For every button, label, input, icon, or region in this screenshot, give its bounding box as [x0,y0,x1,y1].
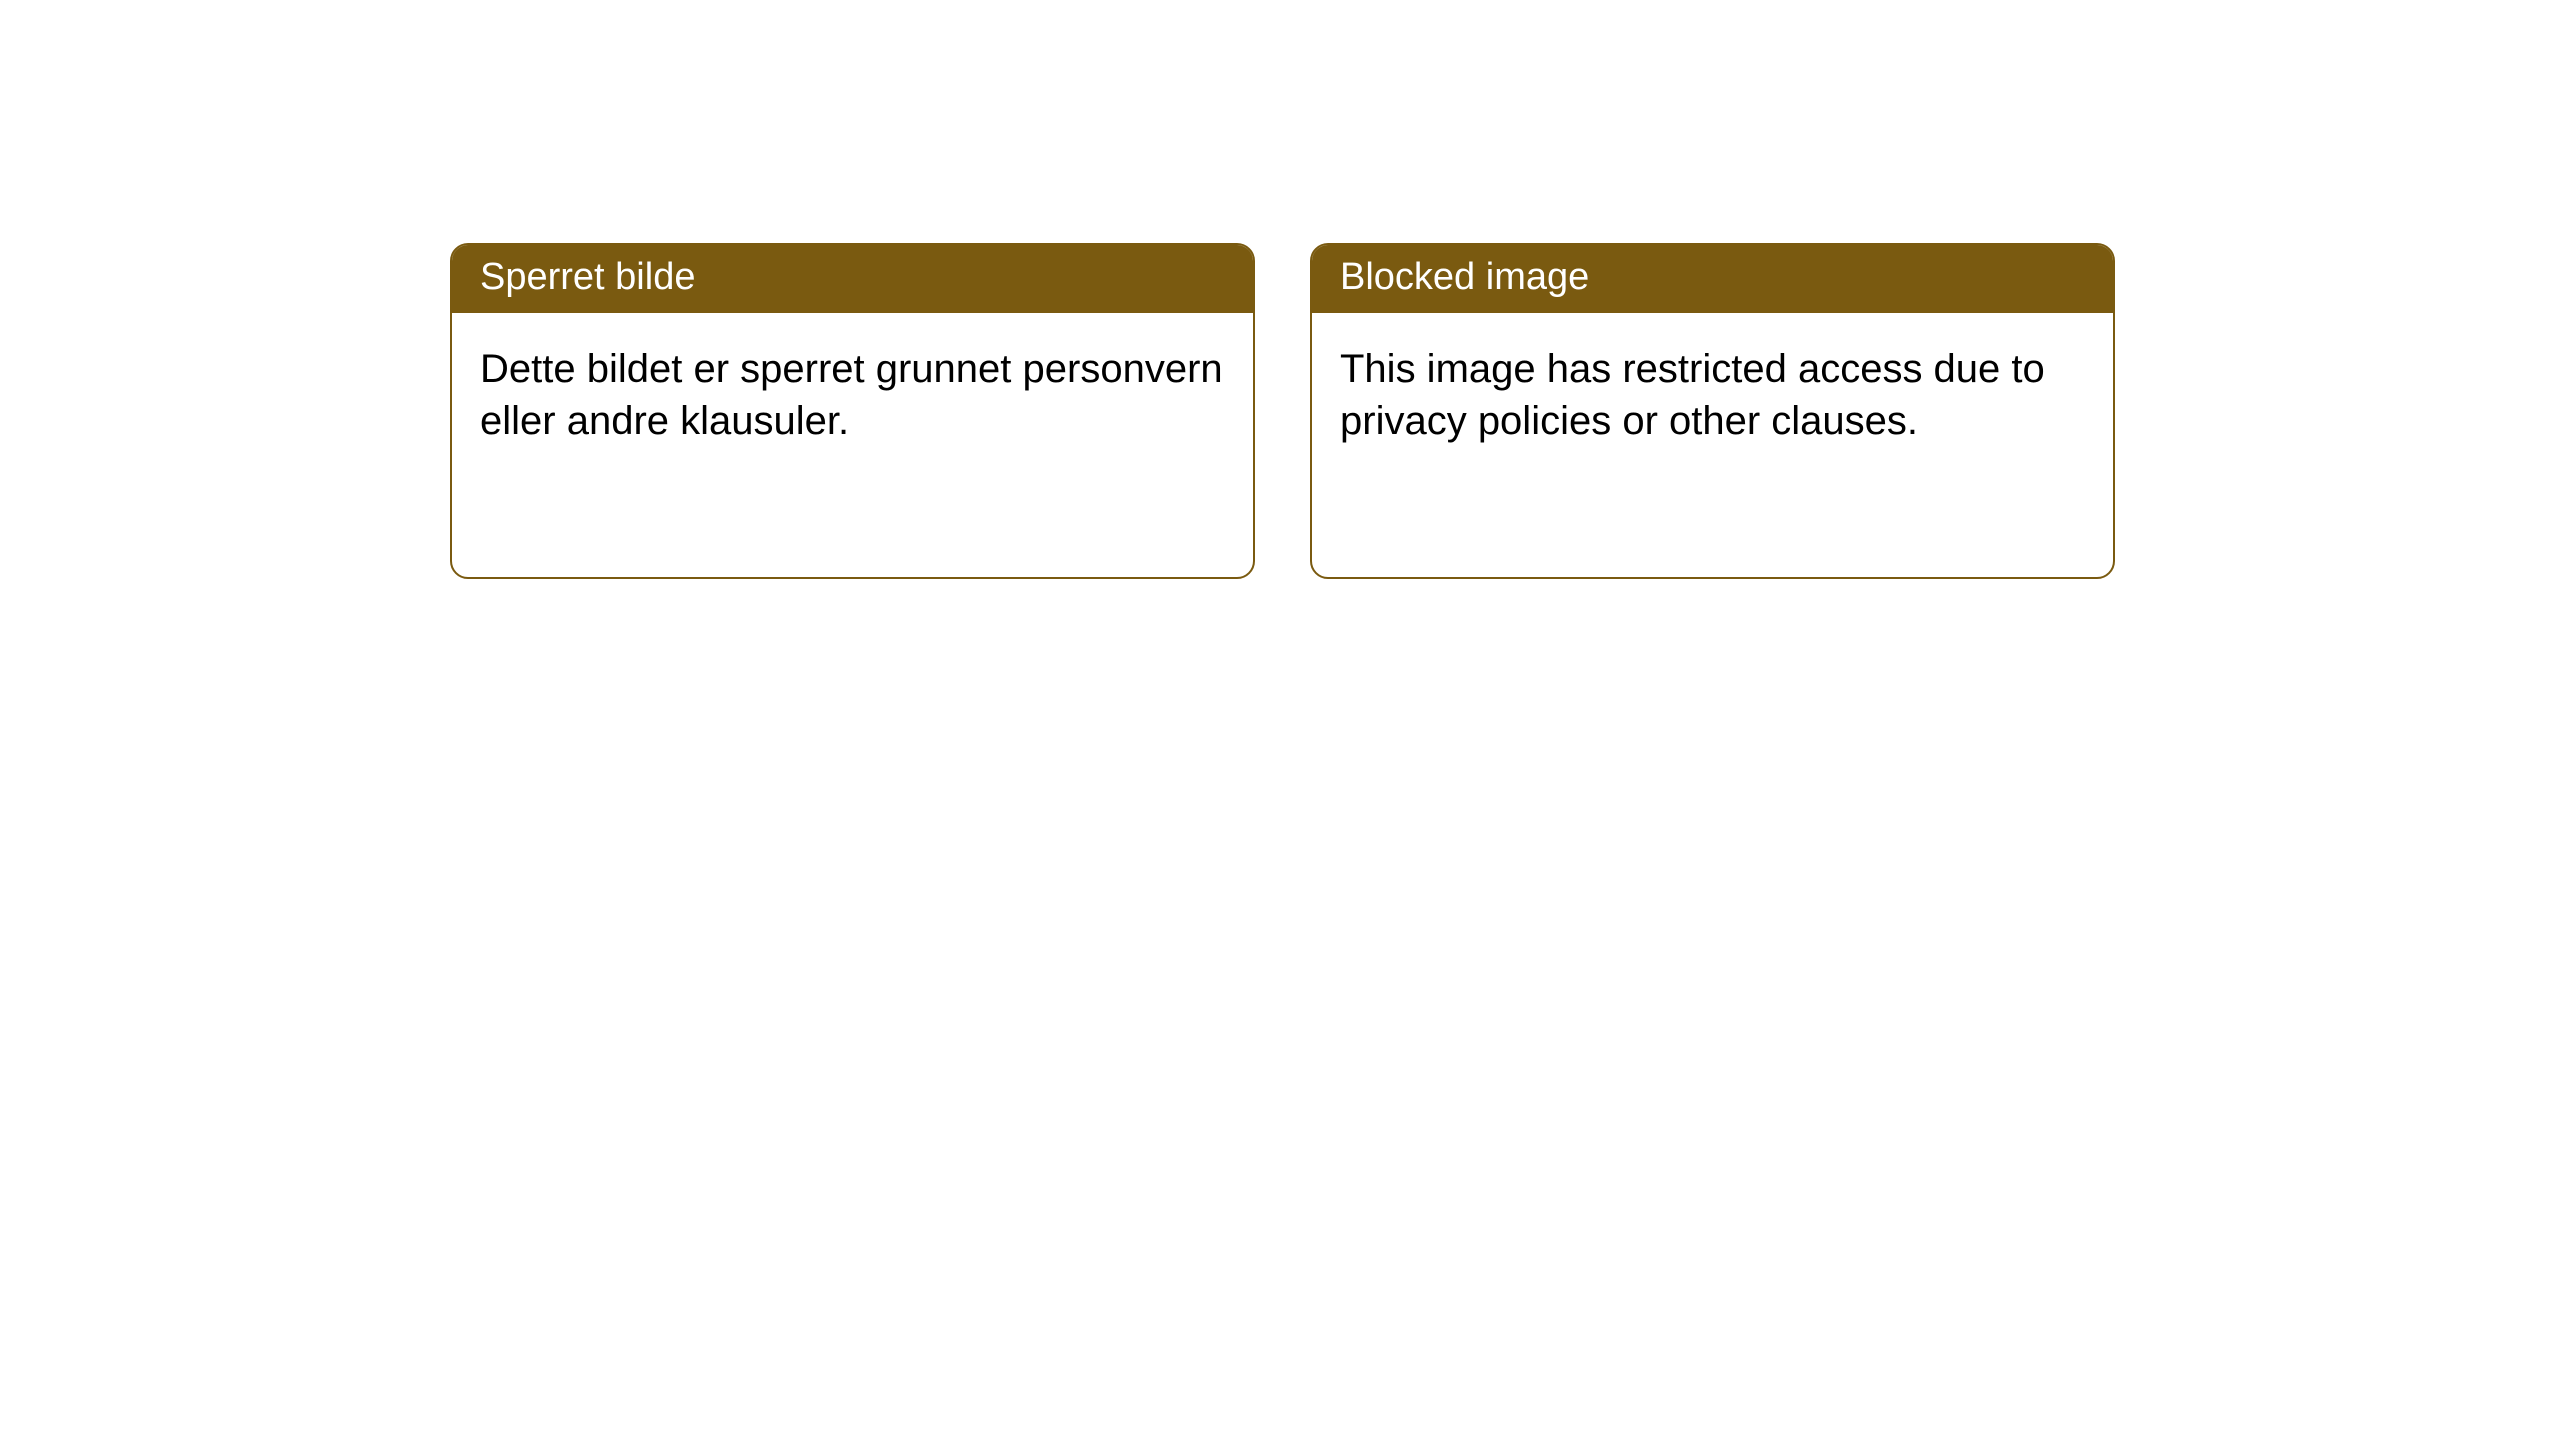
notice-card-english: Blocked image This image has restricted … [1310,243,2115,579]
notice-header-norwegian: Sperret bilde [452,245,1253,313]
notice-container: Sperret bilde Dette bildet er sperret gr… [450,243,2115,579]
notice-body-english: This image has restricted access due to … [1312,313,2113,477]
notice-card-norwegian: Sperret bilde Dette bildet er sperret gr… [450,243,1255,579]
notice-header-english: Blocked image [1312,245,2113,313]
notice-body-norwegian: Dette bildet er sperret grunnet personve… [452,313,1253,477]
